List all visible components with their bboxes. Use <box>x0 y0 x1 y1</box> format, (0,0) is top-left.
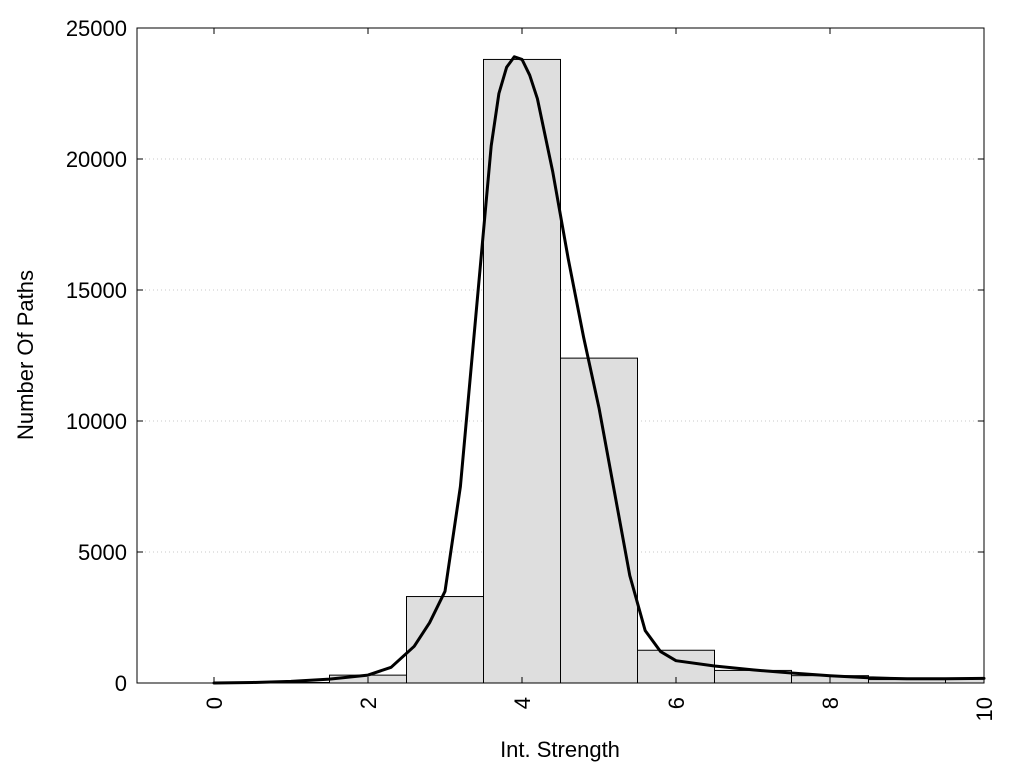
plot-frame <box>136 27 985 684</box>
y-tick-label: 0 <box>115 671 127 696</box>
x-tick-label: 2 <box>356 697 381 709</box>
x-tick-label: 4 <box>510 697 535 709</box>
axis-ticks: 0 5000 10000 15000 20000 25000 0 2 4 6 8 10 <box>66 16 997 721</box>
y-tick-label: 15000 <box>66 278 127 303</box>
y-axis-label: Number Of Paths <box>13 270 38 440</box>
fit-curve-line <box>212 55 986 685</box>
y-tick-label: 25000 <box>66 16 127 41</box>
x-tick-label: 10 <box>972 697 997 721</box>
y-tick-label: 10000 <box>66 409 127 434</box>
fit-curve-layer <box>212 55 986 685</box>
x-axis-label: Int. Strength <box>500 737 620 762</box>
bars <box>252 58 985 684</box>
y-tick-label: 5000 <box>78 540 127 565</box>
x-tick-label: 0 <box>202 697 227 709</box>
x-tick-label: 8 <box>818 697 843 709</box>
x-tick-label: 6 <box>664 697 689 709</box>
y-tick-label: 20000 <box>66 147 127 172</box>
